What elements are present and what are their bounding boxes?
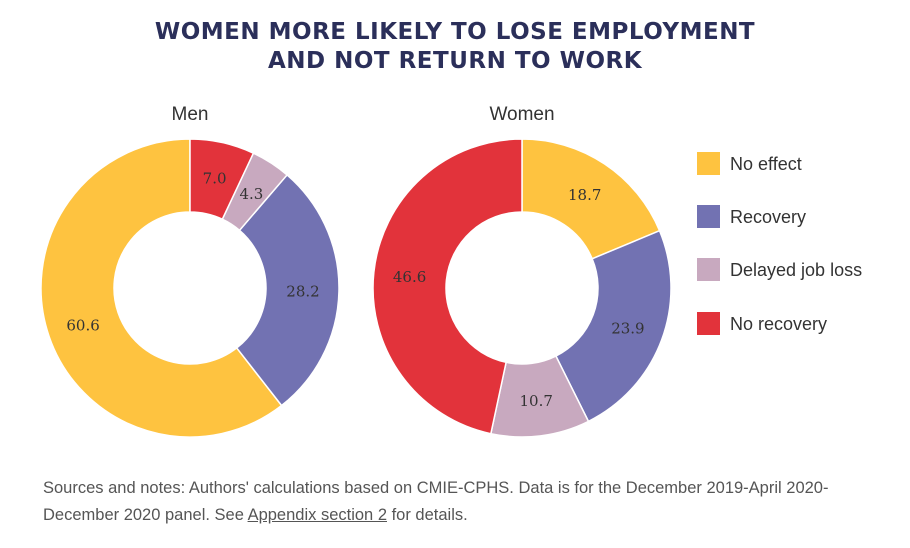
appendix-link[interactable]: Appendix section 2 <box>247 506 387 524</box>
donut-charts: Men Women 60.6 28.2 4.3 7.0 18.7 23.9 10.7 46.… <box>40 104 862 438</box>
sources-text: Sources and notes: Authors' calculations… <box>43 479 829 524</box>
women-value-label-recovery: 23.9 <box>611 320 644 338</box>
women-slice-no-recovery <box>372 138 523 435</box>
women-value-label-delayed-job-loss: 10.7 <box>519 392 552 410</box>
chart-title: WOMEN MORE LIKELY TO LOSE EMPLOYMENT AND… <box>0 18 910 76</box>
legend-swatch-delayed-job-loss <box>697 258 720 281</box>
chart-title-line-2: AND NOT RETURN TO WORK <box>267 48 643 74</box>
men-value-label-no-recovery: 7.0 <box>203 170 227 188</box>
women-value-label-no-recovery: 46.6 <box>393 268 426 286</box>
sources-suffix: for details. <box>387 506 468 524</box>
men-slice-no-recovery <box>189 138 255 221</box>
sources-note: Sources and notes: Authors' calculations… <box>43 475 883 529</box>
legend-label-delayed-job-loss: Delayed job loss <box>730 260 862 280</box>
legend-swatch-no-effect <box>697 152 720 175</box>
legend-swatch-recovery <box>697 205 720 228</box>
legend-swatch-no-recovery <box>697 312 720 335</box>
men-value-label-recovery: 28.2 <box>286 283 319 301</box>
men-value-label-no-effect: 60.6 <box>66 317 99 335</box>
men-donut: 60.6 28.2 4.3 7.0 <box>40 138 340 438</box>
women-slice-no-effect <box>521 138 661 260</box>
legend-label-recovery: Recovery <box>730 207 806 227</box>
men-slice-no-effect <box>40 138 283 438</box>
women-slice-recovery <box>554 229 672 423</box>
chart-title-line-1: WOMEN MORE LIKELY TO LOSE EMPLOYMENT <box>154 19 756 45</box>
men-value-label-delayed-job-loss: 4.3 <box>239 185 263 203</box>
legend-label-no-effect: No effect <box>730 154 802 174</box>
women-donut-label: Women <box>489 104 554 125</box>
legend: No effect Recovery Delayed job loss No r… <box>697 152 862 335</box>
women-value-label-no-effect: 18.7 <box>568 186 601 204</box>
men-donut-label: Men <box>172 104 209 125</box>
men-slice-recovery <box>235 173 340 407</box>
legend-label-no-recovery: No recovery <box>730 314 827 334</box>
women-donut: 18.7 23.9 10.7 46.6 <box>372 138 672 438</box>
